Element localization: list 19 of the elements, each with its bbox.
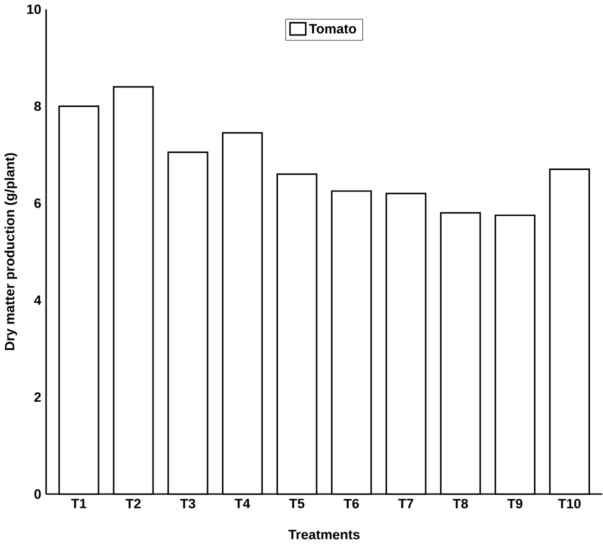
y-tick-label: 4 (34, 296, 42, 305)
y-tick-label: 0 (34, 489, 41, 499)
x-tick-label: T10 (558, 498, 581, 508)
x-tick-label: T1 (71, 498, 86, 508)
x-tick-label: T3 (180, 498, 196, 508)
legend-label: Tomato (309, 24, 356, 34)
y-tick-label: 6 (34, 198, 41, 208)
x-tick-label: T4 (234, 498, 250, 508)
x-tick-label: T2 (126, 498, 141, 508)
y-tick-label: 10 (27, 4, 41, 14)
x-axis-title: Treatments (288, 530, 360, 540)
x-tick-label: T8 (452, 498, 468, 508)
y-tick-label: 2 (34, 392, 41, 402)
y-axis-title: Dry matter production (g/plant) (4, 153, 18, 350)
x-tick-label: T6 (344, 498, 359, 508)
y-tick-label: 8 (34, 102, 41, 112)
x-tick-label: T7 (398, 498, 414, 508)
x-tick-label: T9 (507, 498, 522, 508)
x-tick-label: T5 (289, 498, 304, 508)
